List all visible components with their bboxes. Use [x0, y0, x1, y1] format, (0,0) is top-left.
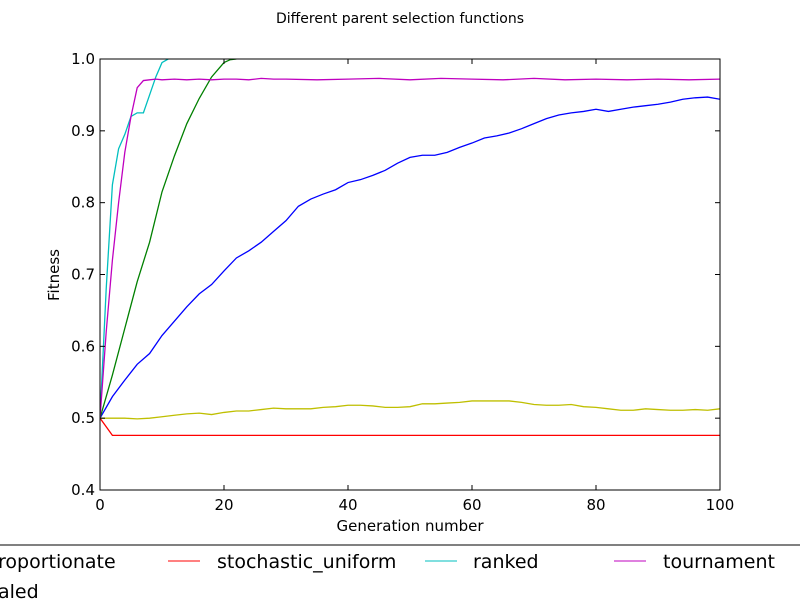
x-axis-label: Generation number: [337, 517, 485, 535]
y-tick-label: 0.5: [71, 409, 95, 427]
series-line-4: [100, 77, 720, 419]
legend-label-scaled: aled: [0, 581, 39, 600]
y-axis-label: Fitness: [45, 249, 63, 301]
legend-label-ranked: ranked: [473, 551, 539, 573]
series-line-3: [100, 59, 169, 419]
y-tick-label: 0.8: [71, 194, 95, 212]
x-tick-label: 0: [95, 496, 105, 514]
x-tick-label: 80: [586, 496, 605, 514]
legend-label-proportionate: roportionate: [0, 551, 116, 573]
x-axis: 0 20 40 60 80 100: [95, 59, 734, 514]
series-layer: [100, 59, 720, 437]
x-tick-label: 20: [214, 496, 233, 514]
legend: roportionate stochastic_uniform ranked t…: [0, 544, 800, 600]
y-tick-label: 0.9: [71, 122, 95, 140]
y-axis: 0.4 0.5 0.6 0.7 0.8 0.9 1.0: [71, 50, 720, 499]
plot-frame: [99, 58, 721, 491]
y-tick-label: 0.7: [71, 266, 95, 284]
x-tick-label: 60: [462, 496, 481, 514]
legend-label-tournament: tournament: [663, 551, 775, 573]
series-line-1: [100, 59, 237, 419]
x-tick-label: 40: [338, 496, 357, 514]
y-tick-label: 0.6: [71, 337, 95, 355]
chart-title: Different parent selection functions: [276, 11, 524, 27]
legend-label-stochastic-uniform: stochastic_uniform: [217, 551, 396, 573]
y-tick-label: 0.4: [71, 481, 95, 499]
series-line-2: [100, 417, 720, 437]
y-tick-label: 1.0: [71, 50, 95, 68]
series-line-0: [100, 96, 720, 419]
x-tick-label: 100: [706, 496, 735, 514]
series-line-5: [100, 400, 720, 420]
